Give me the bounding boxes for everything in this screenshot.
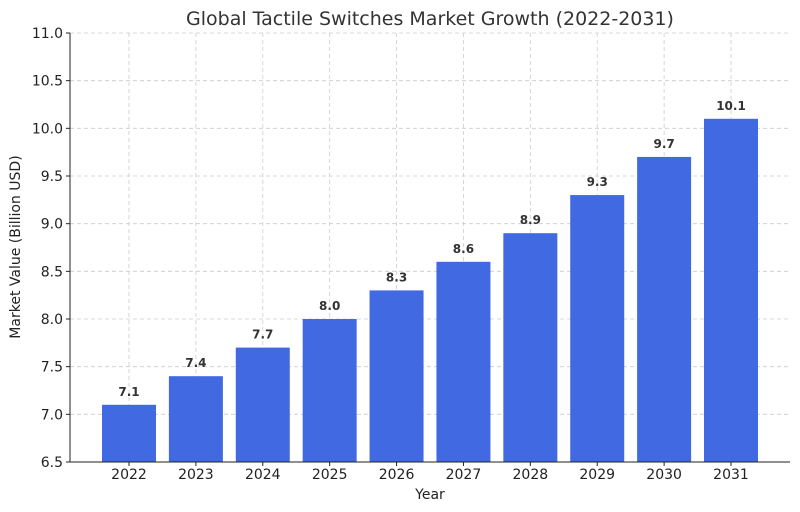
chart-title: Global Tactile Switches Market Growth (2… [186,8,674,30]
x-tick-label-2028: 2028 [513,467,549,483]
x-tick-label-2023: 2023 [178,467,214,483]
x-tick-label-2027: 2027 [446,467,482,483]
bar-2024 [235,347,290,462]
y-tick-label: 10.5 [32,74,63,90]
data-label-2024: 7.7 [252,328,273,342]
y-tick-label: 11.0 [32,26,63,42]
x-tick-label-2025: 2025 [312,467,348,483]
y-tick-label: 10.0 [32,121,63,137]
bar-2027 [436,261,491,462]
data-label-2022: 7.1 [118,385,139,399]
x-tick-label-2024: 2024 [245,467,281,483]
data-label-2023: 7.4 [185,356,206,370]
data-label-2029: 9.3 [587,175,608,189]
bar-2029 [570,195,625,463]
bar-2025 [302,319,357,462]
x-axis-label: Year [414,487,445,503]
data-label-2026: 8.3 [386,270,407,284]
data-label-2025: 8.0 [319,299,340,313]
bar-2031 [704,118,758,463]
data-label-2030: 9.7 [653,137,674,151]
y-tick-label: 8.5 [41,264,63,280]
bar-2030 [637,156,692,462]
data-labels: 7.1 7.4 7.7 8.0 8.3 8.6 8.9 9.3 9.7 10.1 [118,99,745,399]
data-label-2031: 10.1 [716,99,746,113]
bar-2028 [503,233,558,462]
bar-2026 [369,290,424,462]
data-label-2027: 8.6 [453,242,474,256]
bar-2023 [168,376,223,462]
y-tick-label: 6.5 [41,455,63,471]
y-tick-label: 9.5 [41,169,63,185]
data-label-2028: 8.9 [520,213,541,227]
y-axis-ticks: 6.5 7.0 7.5 8.0 8.5 9.0 9.5 10.0 10.5 11.0 [32,26,70,471]
x-tick-label-2026: 2026 [379,467,415,483]
x-tick-label-2029: 2029 [579,467,615,483]
x-tick-label-2022: 2022 [111,467,147,483]
x-tick-label-2031: 2031 [713,467,749,483]
y-tick-label: 7.5 [41,360,63,376]
x-axis-ticks: 2022 2023 2024 2025 2026 2027 2028 2029 2030 2031 [111,462,749,483]
y-axis-label: Market Value (Billion USD) [8,155,24,338]
x-tick-label-2030: 2030 [646,467,682,483]
bar-2022 [102,404,156,462]
y-tick-label: 9.0 [41,217,63,233]
y-tick-label: 7.0 [41,407,63,423]
y-tick-label: 8.0 [41,312,63,328]
bars [102,118,758,463]
